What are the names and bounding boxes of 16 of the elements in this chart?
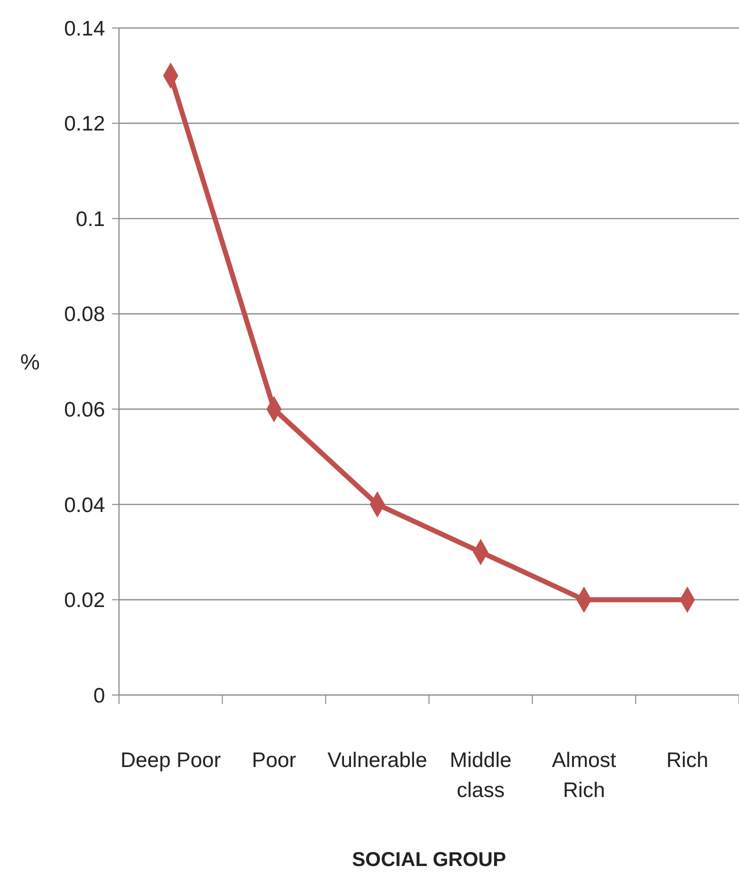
y-tick-label: 0.02 [64,589,105,612]
x-tick-label: Middle class [450,749,512,802]
y-tick-label: 0.1 [76,208,105,231]
x-tick-label: Poor [252,749,296,772]
y-tick-label: 0 [93,684,105,708]
x-tick-label: Vulnerable [328,749,428,772]
x-axis-title: SOCIAL GROUP [352,849,506,871]
x-tick-label: Rich [666,749,708,772]
y-tick-label: 0.08 [64,303,105,326]
y-tick-label: 0.06 [64,398,105,422]
y-tick-label: 0.14 [64,17,106,40]
x-tick-label: Deep Poor [120,749,221,772]
x-tick-label: Almost Rich [552,749,616,802]
y-axis-title: % [20,350,40,374]
y-tick-label: 0.12 [64,112,105,136]
y-tick-label: 0.04 [64,494,106,517]
